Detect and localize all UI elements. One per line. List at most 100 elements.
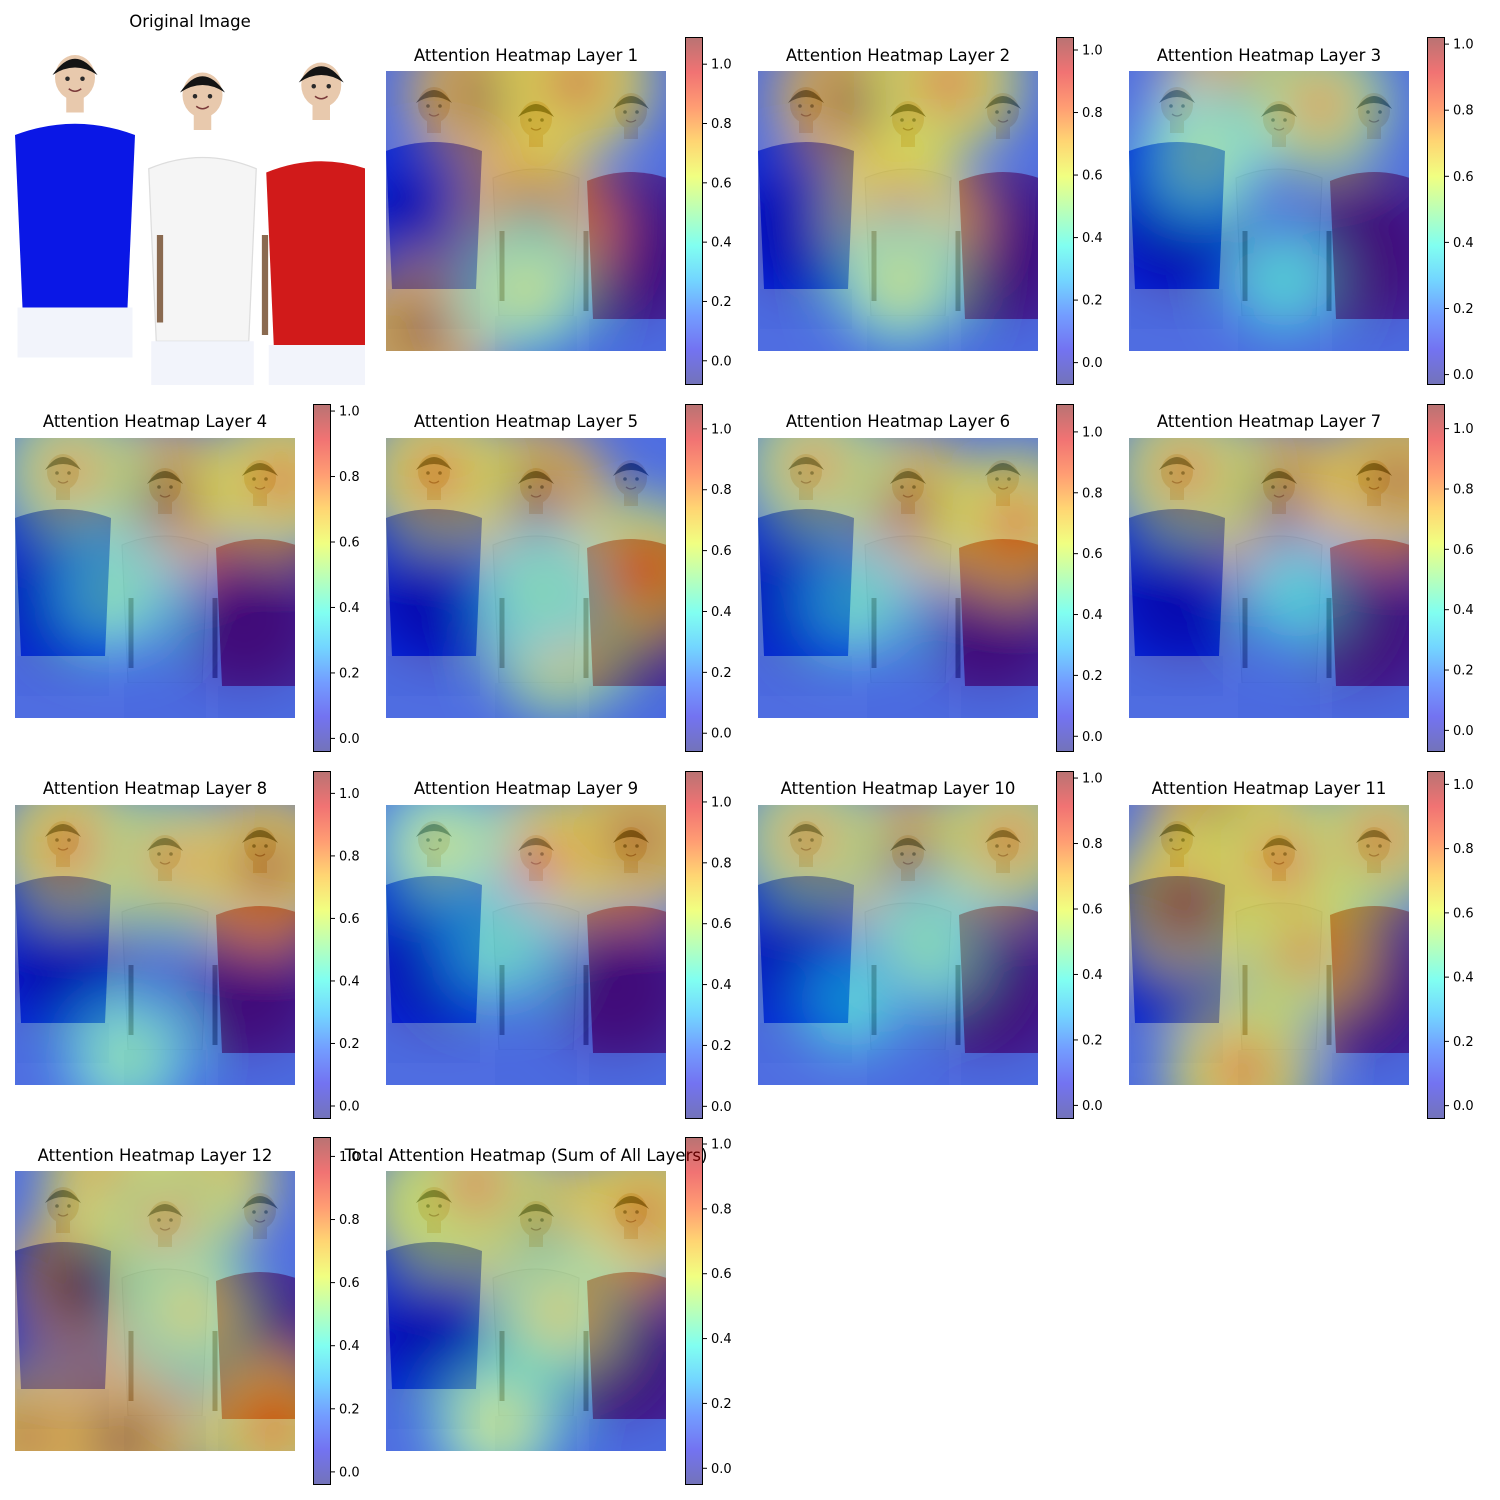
heatmap-overlay [386,438,666,718]
heatmap-panel [758,438,1038,718]
heatmap-hotspot [974,805,1038,875]
colorbar-tick-label: 0.8 [1453,482,1474,497]
heatmap-hotspot [496,461,573,538]
colorbar-tick-label: 0.4 [1082,231,1103,246]
heatmap-cool-region [386,1255,512,1395]
colorbar-tick-label: 0.8 [339,849,360,864]
original-image-title: Original Image [129,12,251,31]
panel-title: Attention Heatmap Layer 3 [1156,46,1382,65]
heatmap-hotspot [779,438,849,501]
heatmap-hotspot [1360,442,1409,518]
heatmap-hotspot [36,438,106,507]
colorbar-tick-label: 0.8 [1082,837,1103,852]
panel-title: Attention Heatmap Layer 9 [413,779,639,798]
heatmap-cool-region [174,917,295,1057]
heatmap-hotspot [503,824,577,898]
heatmap-overlay [386,71,666,351]
heatmap-overlay [1129,805,1409,1085]
colorbar-tick-label: 0.0 [711,1462,732,1477]
heatmap-hotspot [868,470,945,546]
colorbar-tick-label: 0.0 [1453,368,1474,383]
heatmap-overlay [15,805,295,1085]
colorbar-tick-label: 0.0 [1453,1099,1474,1114]
heatmap-hotspot [134,826,204,896]
heatmap-overlay [758,805,1038,1085]
colorbar-tick-label: 1.0 [1453,38,1474,53]
colorbar: 0.0 0.2 0.4 0.6 0.8 1.0 [685,771,732,1119]
heatmap-cool-region [386,522,512,662]
colorbar-gradient [685,404,703,752]
heatmap-hotspot [820,971,881,1031]
panel-title: Attention Heatmap Layer 5 [413,412,639,431]
colorbar-gradient [1056,37,1074,385]
colorbar-tick-label: 0.6 [711,917,732,932]
colorbar-tick-label: 0.2 [711,295,732,310]
colorbar-tick-label: 0.2 [711,1397,732,1412]
heatmap-hotspot [409,814,475,880]
heatmap-hotspot [1148,866,1222,940]
colorbar-tick-label: 0.2 [1453,664,1474,679]
heatmap-hotspot [400,438,473,511]
colorbar: 0.0 0.2 0.4 0.6 0.8 1.0 [1427,771,1474,1119]
heatmap-hotspot [912,71,985,119]
colorbar-tick-label: 0.8 [339,1213,360,1228]
heatmap-panel [386,805,666,1085]
colorbar-gradient [1056,404,1074,752]
colorbar-tick-label: 0.6 [1082,169,1103,184]
heatmap-hotspot [825,569,887,631]
colorbar-tick-label: 0.0 [339,1099,360,1114]
heatmap-hotspot [83,1401,160,1451]
colorbar-tick-label: 0.2 [339,1037,360,1052]
colorbar-tick-label: 0.0 [339,1465,360,1480]
heatmap-hotspot [773,805,844,874]
heatmap-hotspot [1253,251,1313,311]
colorbar: 0.0 0.2 0.4 0.6 0.8 1.0 [1427,404,1474,752]
heatmap-panel [15,438,295,718]
original-image [15,35,365,385]
colorbar: 0.0 0.2 0.4 0.6 0.8 1.0 [1056,37,1103,385]
colorbar: 0.0 0.2 0.4 0.6 0.8 1.0 [685,1137,732,1485]
heatmap-hotspot [122,461,199,538]
heatmap-panel [758,71,1038,351]
colorbar-gradient [685,771,703,1119]
colorbar-tick-label: 0.6 [339,535,360,550]
colorbar-tick-label: 0.6 [711,544,732,559]
colorbar-tick-label: 1.0 [1082,44,1103,59]
heatmap-hotspot [1246,824,1320,898]
heatmap-hotspot [610,534,666,606]
panel-title: Attention Heatmap Layer 10 [780,779,1016,798]
colorbar: 0.0 0.2 0.4 0.6 0.8 1.0 [313,404,360,752]
heatmap-overlay [15,438,295,718]
colorbar-tick-label: 0.4 [339,601,360,616]
colorbar-tick-label: 0.8 [1453,104,1474,119]
colorbar-tick-label: 0.0 [711,727,732,742]
colorbar-tick-label: 0.4 [711,1332,732,1347]
heatmap-hotspot [526,1277,593,1345]
heatmap-hotspot [34,810,108,884]
colorbar-tick-label: 1.0 [1082,772,1103,787]
heatmap-hotspot [1204,1034,1278,1085]
colorbar-tick-label: 0.8 [1453,842,1474,857]
heatmap-hotspot [508,560,572,624]
heatmap-panel [758,805,1038,1085]
heatmap-hotspot [95,1025,159,1085]
colorbar: 0.0 0.2 0.4 0.6 0.8 1.0 [313,1137,360,1485]
colorbar-tick-label: 0.6 [711,176,732,191]
colorbar-tick-label: 0.4 [1453,236,1474,251]
colorbar-tick-label: 0.8 [711,117,732,132]
colorbar-tick-label: 0.0 [1082,730,1103,745]
heatmap-overlay [1129,71,1409,351]
colorbar-tick-label: 0.4 [1082,968,1103,983]
colorbar-gradient [685,37,703,385]
colorbar-tick-label: 0.8 [1082,106,1103,121]
panel-title: Attention Heatmap Layer 4 [42,412,268,431]
colorbar-tick-label: 0.2 [1082,294,1103,309]
heatmap-panel [1129,438,1409,718]
colorbar-tick-label: 0.2 [339,1402,360,1417]
heatmap-cool-region [1129,522,1255,662]
colorbar-tick-label: 0.2 [1082,669,1103,684]
heatmap-hotspot [467,914,529,976]
colorbar-tick-label: 0.0 [1453,724,1474,739]
colorbar: 0.0 0.2 0.4 0.6 0.8 1.0 [313,771,360,1119]
